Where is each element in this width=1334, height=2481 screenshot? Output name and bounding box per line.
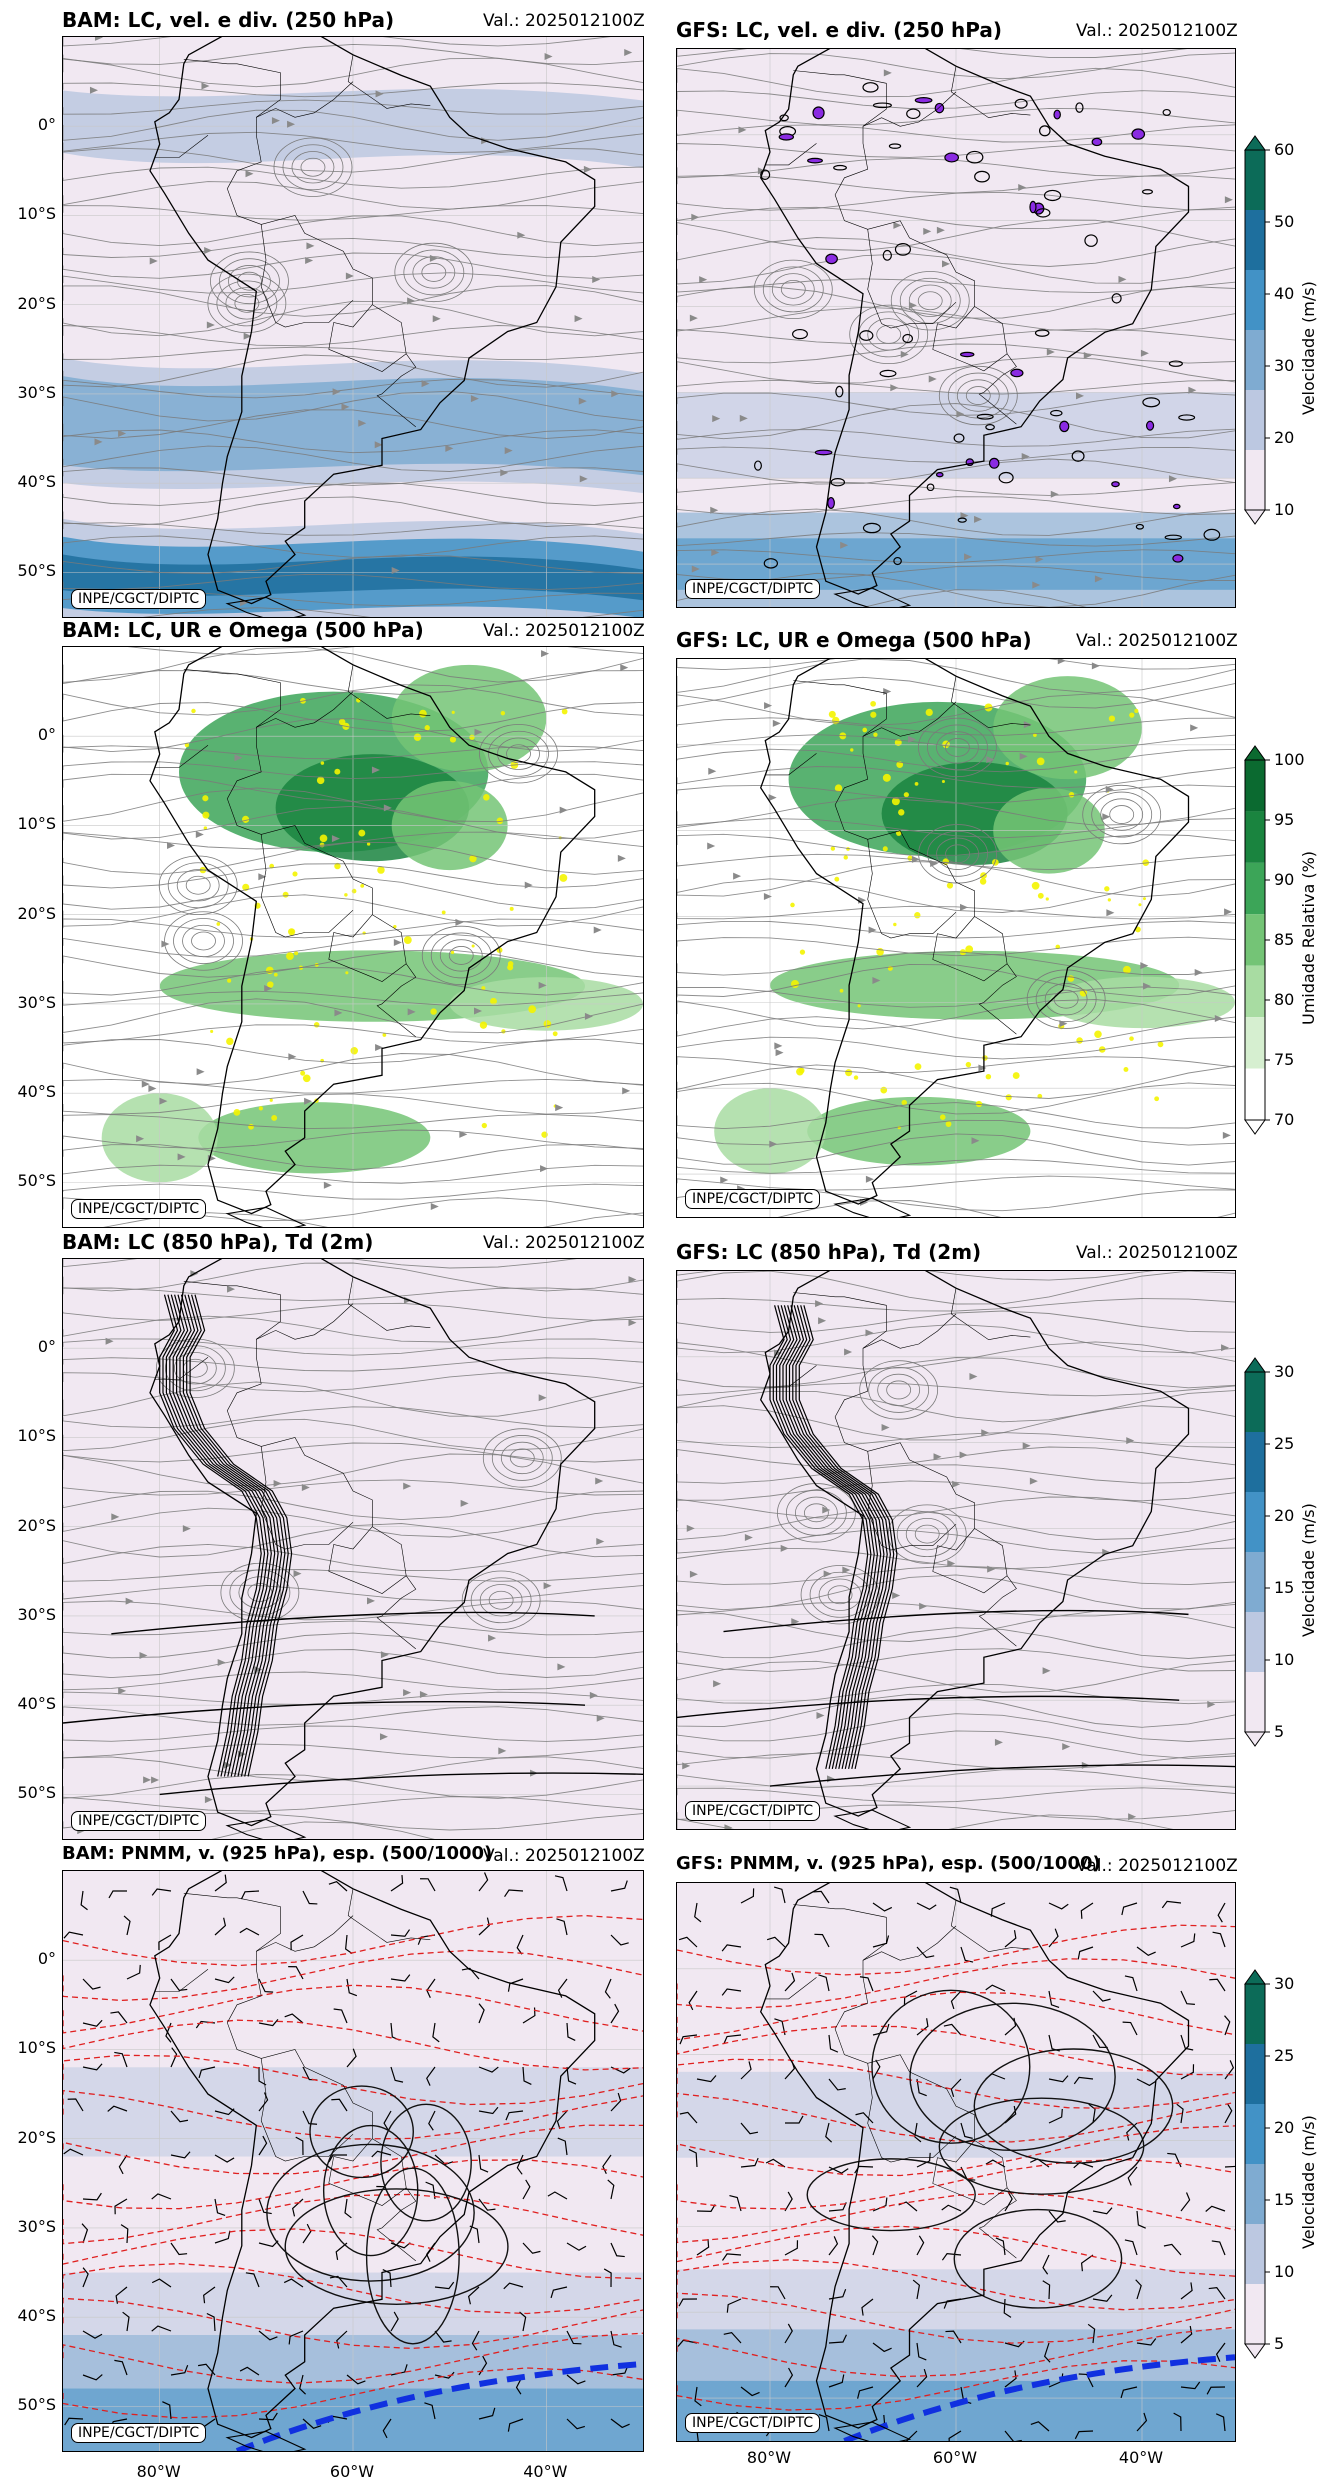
colorbar-tick-label: 15 [1274, 1578, 1295, 1597]
credit-label: INPE/CGCT/DIPTC [685, 1189, 821, 1209]
valid-time: Val.: 2025012100Z [1076, 1243, 1238, 1263]
panel-title: GFS: PNMM, v. (925 hPa), esp. (500/1000) [676, 1853, 1101, 1874]
panel-title: GFS: LC (850 hPa), Td (2m) [676, 1240, 982, 1264]
colorbar-label: Umidade Relativa (%) [1299, 850, 1318, 1025]
lat-tick-label: 40°S [17, 1082, 56, 1102]
credit-label: INPE/CGCT/DIPTC [685, 2413, 821, 2433]
colorbar-tick-label: 95 [1274, 810, 1295, 829]
lon-tick-label: 40°W [1118, 2448, 1164, 2467]
lat-tick-label: 20°S [17, 293, 56, 313]
valid-time: Val.: 2025012100Z [483, 1846, 645, 1866]
credit-label: INPE/CGCT/DIPTC [71, 1811, 207, 1831]
lat-tick-label: 50°S [17, 1783, 56, 1803]
colorbar-tick-label: 80 [1274, 990, 1295, 1009]
credit-label: INPE/CGCT/DIPTC [685, 1801, 821, 1821]
panel-title: BAM: PNMM, v. (925 hPa), esp. (500/1000) [62, 1843, 493, 1864]
valid-time: Val.: 2025012100Z [1076, 631, 1238, 651]
colorbar-tick-label: 20 [1274, 2118, 1295, 2137]
colorbar-tick-label: 5 [1274, 2334, 1285, 2353]
colorbar-tick-label: 60 [1274, 140, 1295, 159]
valid-time: Val.: 2025012100Z [483, 1233, 645, 1253]
colorbar-tick-label: 30 [1274, 1974, 1295, 1993]
panel-title: BAM: LC (850 hPa), Td (2m) [62, 1230, 374, 1254]
lon-tick-label: 80°W [746, 2448, 792, 2467]
colorbar-velocity-925: 5 10 15 20 25 30 Velocidade (m/s) [1244, 1969, 1318, 2359]
map-bam-500: INPE/CGCT/DIPTC [62, 646, 644, 1228]
lat-tick-label: 30°S [17, 1604, 56, 1624]
credit-label: INPE/CGCT/DIPTC [685, 579, 821, 599]
lat-tick-label: 30°S [17, 382, 56, 402]
map-bam-850: INPE/CGCT/DIPTC [62, 1258, 644, 1840]
colorbar-tick-label: 30 [1274, 356, 1295, 375]
credit-label: INPE/CGCT/DIPTC [71, 1199, 207, 1219]
panel-title: GFS: LC, UR e Omega (500 hPa) [676, 628, 1032, 652]
valid-time: Val.: 2025012100Z [1076, 1856, 1238, 1876]
lat-tick-label: 0° [37, 115, 56, 135]
lat-tick-label: 30°S [17, 992, 56, 1012]
colorbar-tick-label: 10 [1274, 1650, 1295, 1669]
lat-tick-label: 30°S [17, 2216, 56, 2236]
lat-tick-label: 40°S [17, 2306, 56, 2326]
map-bam-pnmm: INPE/CGCT/DIPTC [62, 1870, 644, 2452]
colorbar-tick-label: 15 [1274, 2190, 1295, 2209]
panel-title: BAM: LC, UR e Omega (500 hPa) [62, 618, 424, 642]
valid-time: Val.: 2025012100Z [483, 11, 645, 31]
lat-tick-label: 10°S [17, 814, 56, 834]
lat-tick-label: 0° [37, 1949, 56, 1969]
valid-time: Val.: 2025012100Z [1076, 21, 1238, 41]
lat-tick-label: 0° [37, 725, 56, 745]
colorbar-tick-label: 70 [1274, 1110, 1295, 1129]
lon-tick-label: 60°W [932, 2448, 978, 2467]
colorbar-tick-label: 50 [1274, 212, 1295, 231]
colorbar-tick-label: 20 [1274, 428, 1295, 447]
colorbar-tick-label: 100 [1274, 750, 1305, 769]
colorbar-tick-label: 30 [1274, 1362, 1295, 1381]
lat-tick-label: 10°S [17, 2038, 56, 2058]
map-bam-250: INPE/CGCT/DIPTC [62, 36, 644, 618]
lat-tick-label: 0° [37, 1337, 56, 1357]
colorbar-tick-label: 5 [1274, 1722, 1285, 1741]
colorbar-tick-label: 85 [1274, 930, 1295, 949]
colorbar-velocity-250: 10 20 30 40 50 60 Velocidade (m/s) [1244, 135, 1318, 525]
lat-tick-label: 20°S [17, 1515, 56, 1535]
panel-title: BAM: LC, vel. e div. (250 hPa) [62, 8, 395, 32]
credit-label: INPE/CGCT/DIPTC [71, 2423, 207, 2443]
map-gfs-500: INPE/CGCT/DIPTC [676, 658, 1236, 1218]
lat-tick-label: 50°S [17, 561, 56, 581]
colorbar-humidity-500: 70 75 80 85 90 95 100 Umidade Relativa (%) [1244, 745, 1318, 1135]
colorbar-tick-label: 10 [1274, 500, 1295, 519]
lat-tick-label: 40°S [17, 472, 56, 492]
colorbar-tick-label: 40 [1274, 284, 1295, 303]
lat-tick-label: 40°S [17, 1694, 56, 1714]
lat-tick-label: 20°S [17, 903, 56, 923]
colorbar-tick-label: 25 [1274, 2046, 1295, 2065]
colorbar-label: Velocidade (m/s) [1299, 281, 1318, 415]
panel-title: GFS: LC, vel. e div. (250 hPa) [676, 18, 1002, 42]
map-gfs-250: INPE/CGCT/DIPTC [676, 48, 1236, 608]
lat-tick-label: 10°S [17, 204, 56, 224]
colorbar-tick-label: 25 [1274, 1434, 1295, 1453]
map-gfs-pnmm: INPE/CGCT/DIPTC [676, 1882, 1236, 2442]
lat-tick-label: 20°S [17, 2127, 56, 2147]
colorbar-tick-label: 90 [1274, 870, 1295, 889]
valid-time: Val.: 2025012100Z [483, 621, 645, 641]
colorbar-tick-label: 20 [1274, 1506, 1295, 1525]
colorbar-tick-label: 10 [1274, 2262, 1295, 2281]
map-gfs-850: INPE/CGCT/DIPTC [676, 1270, 1236, 1830]
lat-tick-label: 10°S [17, 1426, 56, 1446]
colorbar-label: Velocidade (m/s) [1299, 2115, 1318, 2249]
credit-label: INPE/CGCT/DIPTC [71, 589, 207, 609]
colorbar-tick-label: 75 [1274, 1050, 1295, 1069]
colorbar-velocity-850: 5 10 15 20 25 30 Velocidade (m/s) [1244, 1357, 1318, 1747]
lat-tick-label: 50°S [17, 1171, 56, 1191]
lat-tick-label: 50°S [17, 2395, 56, 2415]
colorbar-label: Velocidade (m/s) [1299, 1503, 1318, 1637]
